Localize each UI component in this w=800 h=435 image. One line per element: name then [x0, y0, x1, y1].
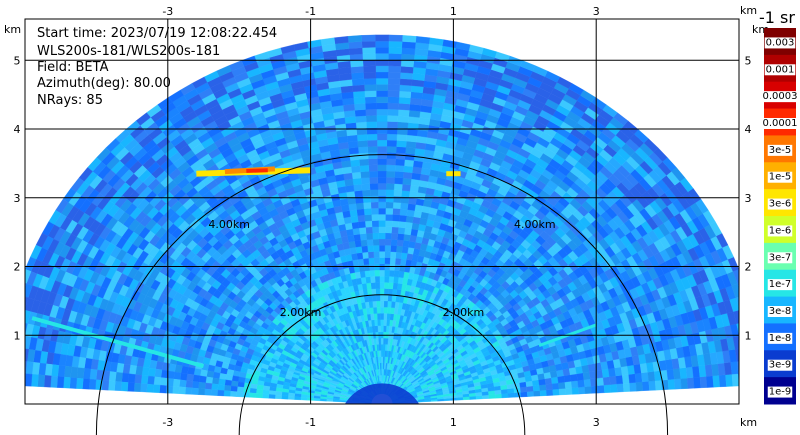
x-tick-label: 1 — [450, 416, 457, 429]
unit-label: km — [740, 4, 757, 17]
y-tick-label: 5 — [14, 54, 21, 67]
y-tick-label: 1 — [745, 329, 752, 342]
y-tick-label: 4 — [14, 123, 21, 136]
colorbar-label: 3e-5 — [769, 145, 792, 156]
x-tick-label: -3 — [162, 5, 173, 18]
colorbar-label: 1e-8 — [769, 333, 792, 344]
colorbar-label: 3e-8 — [769, 306, 792, 317]
colorbar-label: 0.0003 — [763, 91, 798, 102]
x-tick-label: -3 — [162, 416, 173, 429]
nrays-text: NRays: 85 — [37, 93, 103, 108]
colorbar: 0.003 0.001 0.0003 0.0001 3e-5 1e-5 3e-6 1e-6 3e… — [761, 28, 799, 405]
x-tick-label: 3 — [593, 5, 600, 18]
unit-label: km — [4, 23, 21, 36]
range-ring — [238, 294, 526, 435]
colorbar-title: -1 sr — [759, 8, 795, 27]
y-tick-label: 4 — [745, 123, 752, 136]
plot-frame — [24, 18, 740, 405]
beta-field-image — [25, 34, 739, 404]
grid-lines — [25, 19, 739, 404]
range-ring — [95, 154, 669, 435]
instrument-text: WLS200s-181/WLS200s-181 — [37, 44, 221, 59]
start-time-text: Start time: 2023/07/19 12:08:22.454 — [37, 26, 278, 41]
colorbar-label: 3e-9 — [769, 360, 792, 371]
range-ring-label: 4.00km — [514, 218, 556, 231]
range-ring-label: 4.00km — [208, 218, 250, 231]
azimuth-text: Azimuth(deg): 80.00 — [37, 76, 171, 91]
colorbar-label: 1e-6 — [769, 225, 792, 236]
unit-label: km — [740, 416, 757, 429]
y-tick-label: 2 — [745, 261, 752, 274]
range-ring-label: 2.00km — [280, 306, 322, 319]
range-ring-label: 2.00km — [443, 306, 485, 319]
y-tick-label: 3 — [745, 192, 752, 205]
y-tick-label: 1 — [14, 329, 21, 342]
x-tick-label: 3 — [593, 416, 600, 429]
colorbar-label: 0.001 — [766, 64, 795, 75]
colorbar-label: 3e-7 — [769, 252, 792, 263]
x-tick-label: -1 — [305, 5, 316, 18]
colorbar-label: 0.003 — [766, 37, 795, 48]
field-text: Field: BETA — [37, 60, 109, 75]
y-tick-label: 2 — [14, 261, 21, 274]
colorbar-label: 1e-5 — [769, 172, 792, 183]
colorbar-label: 1e-9 — [769, 387, 792, 398]
range-rings: 2.00km 2.00km 4.00km 4.00km — [95, 154, 669, 435]
colorbar-label: 1e-7 — [769, 279, 792, 290]
colorbar-label: 3e-6 — [769, 199, 792, 210]
y-tick-label: 3 — [14, 192, 21, 205]
colorbar-label: 0.0001 — [763, 118, 798, 129]
x-tick-label: -1 — [305, 416, 316, 429]
x-tick-label: 1 — [450, 5, 457, 18]
y-tick-label: 5 — [745, 54, 752, 67]
